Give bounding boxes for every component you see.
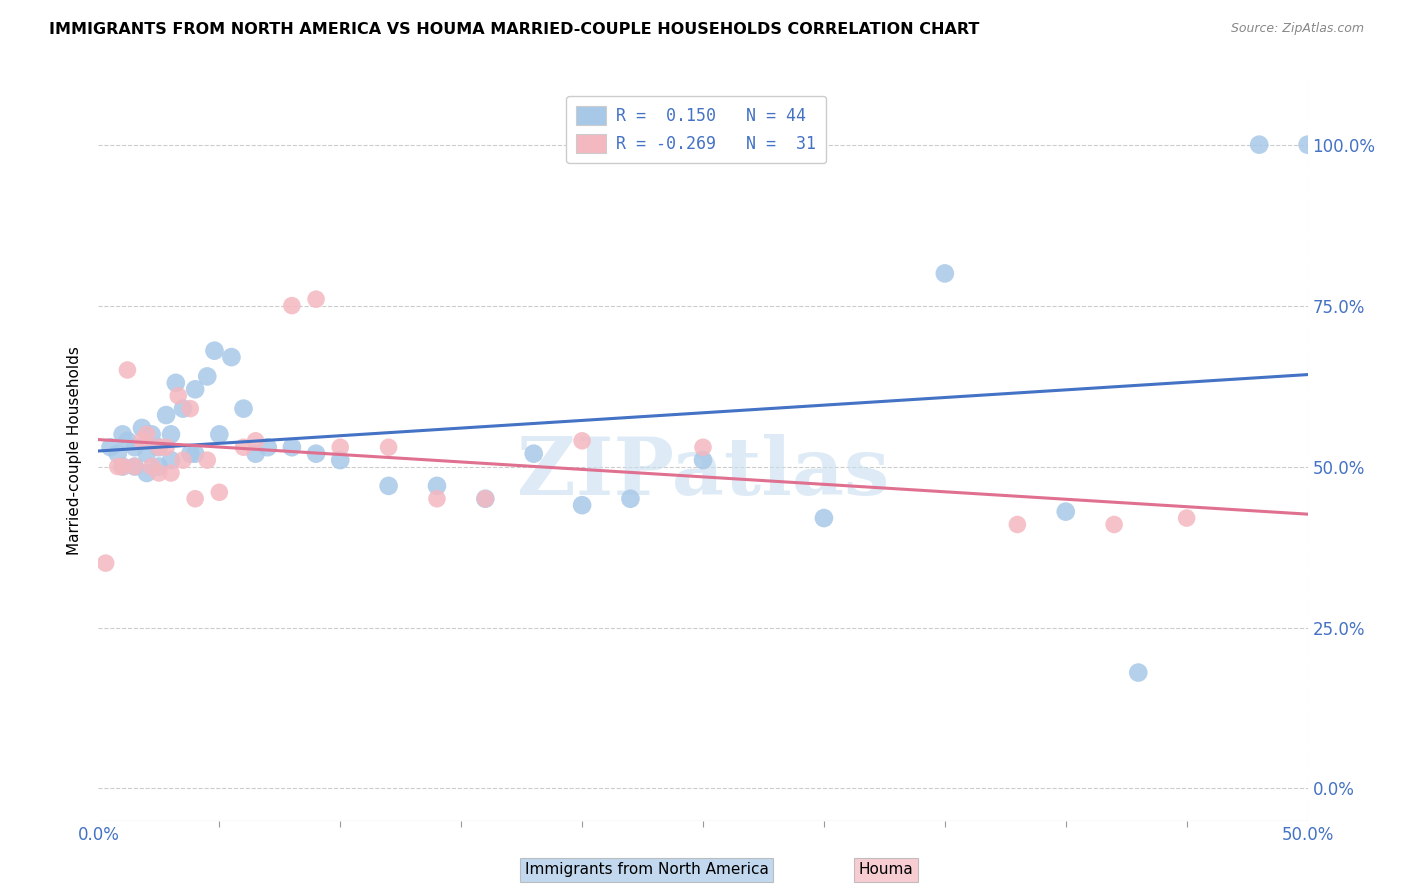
Point: [245, 447, 267, 461]
Point: [256, 440, 278, 454]
Point: [1007, 517, 1029, 532]
Point: [155, 408, 177, 422]
Point: [107, 459, 129, 474]
Point: [131, 434, 153, 448]
Point: [111, 459, 134, 474]
Point: [329, 440, 352, 454]
Text: Immigrants from North America: Immigrants from North America: [524, 863, 769, 877]
Point: [148, 459, 170, 474]
Point: [1296, 137, 1319, 152]
Point: [107, 447, 129, 461]
Point: [111, 427, 134, 442]
Point: [232, 440, 254, 454]
Point: [1054, 505, 1077, 519]
Point: [1175, 511, 1198, 525]
Point: [281, 440, 304, 454]
Point: [619, 491, 641, 506]
Point: [204, 343, 226, 358]
Point: [221, 350, 243, 364]
Point: [195, 453, 218, 467]
Y-axis label: Married-couple Households: Married-couple Households: [67, 346, 83, 555]
Point: [692, 440, 714, 454]
Point: [571, 434, 593, 448]
Text: ZIPatlas: ZIPatlas: [517, 434, 889, 512]
Point: [377, 479, 399, 493]
Text: Houma: Houma: [859, 863, 912, 877]
Point: [160, 466, 183, 480]
Point: [232, 401, 254, 416]
Point: [184, 491, 207, 506]
Point: [160, 453, 183, 467]
Point: [195, 369, 218, 384]
Point: [426, 491, 449, 506]
Point: [208, 427, 231, 442]
Point: [1102, 517, 1125, 532]
Point: [160, 427, 183, 442]
Point: [281, 299, 304, 313]
Point: [184, 382, 207, 396]
Point: [813, 511, 835, 525]
Point: [1249, 137, 1271, 152]
Point: [135, 447, 157, 461]
Point: [124, 459, 146, 474]
Point: [377, 440, 399, 454]
Point: [329, 453, 352, 467]
Point: [141, 459, 163, 474]
Point: [135, 427, 157, 442]
Text: Source: ZipAtlas.com: Source: ZipAtlas.com: [1230, 22, 1364, 36]
Point: [148, 466, 170, 480]
Point: [208, 485, 231, 500]
Legend: R =  0.150   N = 44, R = -0.269   N =  31: R = 0.150 N = 44, R = -0.269 N = 31: [567, 96, 827, 163]
Point: [117, 434, 139, 448]
Point: [165, 376, 187, 390]
Point: [148, 440, 170, 454]
Point: [124, 459, 146, 474]
Point: [305, 447, 328, 461]
Point: [100, 440, 122, 454]
Point: [305, 292, 328, 306]
Point: [135, 466, 157, 480]
Point: [184, 447, 207, 461]
Point: [426, 479, 449, 493]
Point: [117, 363, 139, 377]
Point: [94, 556, 117, 570]
Point: [148, 440, 170, 454]
Point: [523, 447, 546, 461]
Point: [124, 440, 146, 454]
Text: IMMIGRANTS FROM NORTH AMERICA VS HOUMA MARRIED-COUPLE HOUSEHOLDS CORRELATION CHA: IMMIGRANTS FROM NORTH AMERICA VS HOUMA M…: [49, 22, 980, 37]
Point: [141, 427, 163, 442]
Point: [179, 401, 201, 416]
Point: [172, 453, 194, 467]
Point: [179, 447, 201, 461]
Point: [155, 440, 177, 454]
Point: [571, 498, 593, 512]
Point: [167, 389, 190, 403]
Point: [131, 421, 153, 435]
Point: [692, 453, 714, 467]
Point: [172, 401, 194, 416]
Point: [474, 491, 496, 506]
Point: [245, 434, 267, 448]
Point: [1128, 665, 1150, 680]
Point: [474, 491, 496, 506]
Point: [111, 459, 134, 474]
Point: [934, 267, 956, 281]
